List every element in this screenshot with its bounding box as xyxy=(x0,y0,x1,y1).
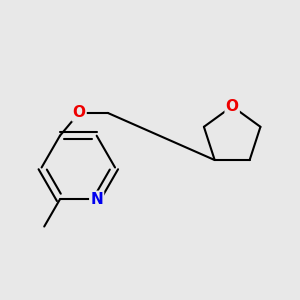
Text: O: O xyxy=(226,99,239,114)
Text: N: N xyxy=(90,192,103,207)
Text: O: O xyxy=(73,105,85,120)
